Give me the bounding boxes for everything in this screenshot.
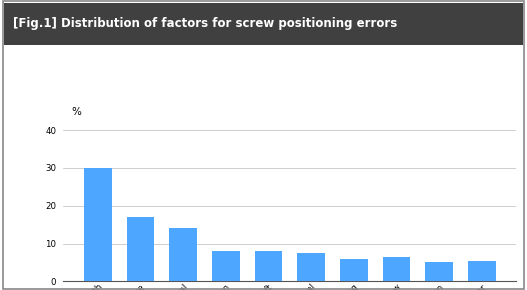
Bar: [425, 262, 453, 281]
Bar: [383, 257, 411, 281]
Bar: [169, 229, 197, 281]
Text: [Fig.1] Distribution of factors for screw positioning errors: [Fig.1] Distribution of factors for scre…: [13, 17, 397, 30]
Bar: [84, 168, 112, 281]
Bar: [212, 251, 240, 281]
Bar: [255, 251, 282, 281]
Bar: [468, 260, 496, 281]
Bar: [126, 217, 154, 281]
Bar: [340, 259, 368, 281]
Bar: [297, 253, 325, 281]
Text: %: %: [72, 107, 81, 117]
